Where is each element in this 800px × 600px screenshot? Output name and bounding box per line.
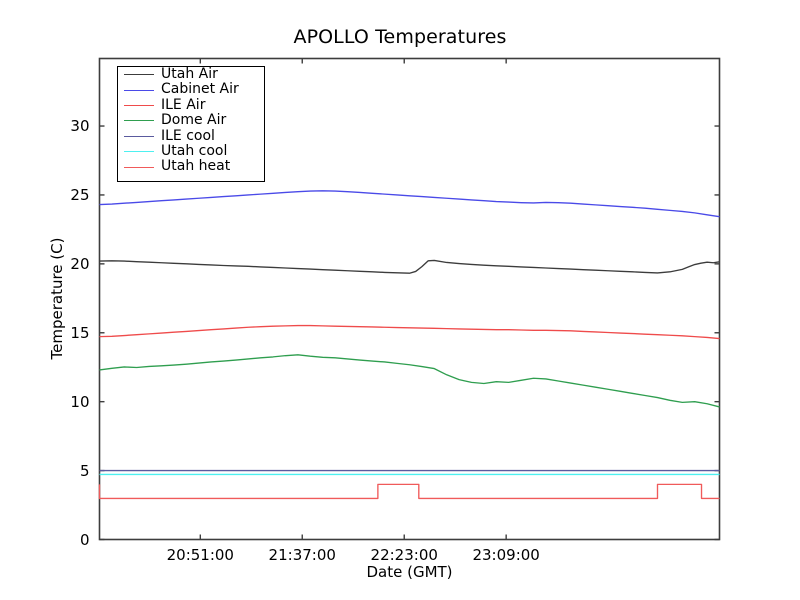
- legend-label: ILE Air: [161, 96, 206, 113]
- x-axis-label: Date (GMT): [366, 563, 453, 581]
- legend-color-swatch: [124, 89, 154, 91]
- legend-label: Utah cool: [161, 142, 228, 159]
- legend-label: Dome Air: [161, 112, 227, 129]
- legend-label: Cabinet Air: [161, 81, 239, 98]
- legend-color-swatch: [124, 74, 154, 76]
- chart-legend: Utah Air Cabinet Air ILE Air Dome Air ILE co…: [117, 66, 265, 182]
- series-line-utah-heat: [98, 483, 720, 500]
- y-tick-label: 30: [70, 117, 90, 136]
- data-series-group: [98, 190, 720, 500]
- legend-item-dome-air[interactable]: Dome Air: [118, 112, 264, 129]
- y-tick-label: 25: [70, 185, 90, 204]
- axis-ticks: [99, 58, 720, 541]
- legend-item-utah-cool[interactable]: Utah cool: [118, 142, 264, 159]
- x-tick-label: 20:51:00: [166, 545, 234, 564]
- legend-color-swatch: [124, 120, 154, 122]
- legend-label: Utah heat: [161, 158, 231, 175]
- legend-item-ile-cool[interactable]: ILE cool: [118, 127, 264, 144]
- x-tick-label: 21:37:00: [268, 545, 336, 564]
- y-tick-label: 15: [70, 323, 90, 342]
- y-tick-label: 20: [70, 254, 90, 273]
- series-line-ile-air: [99, 324, 720, 340]
- x-tick-label: 22:23:00: [370, 545, 438, 564]
- series-line-utah-air: [99, 259, 720, 274]
- y-tick-label: 10: [70, 392, 90, 411]
- legend-label: Utah Air: [161, 66, 218, 82]
- axes-frame: [98, 57, 721, 541]
- legend-label: ILE cool: [161, 127, 215, 144]
- legend-color-swatch: [124, 135, 154, 137]
- y-tick-label: 0: [79, 530, 90, 549]
- chart-title: APOLLO Temperatures: [293, 26, 507, 48]
- legend-item-ile-air[interactable]: ILE Air: [118, 96, 264, 113]
- legend-color-swatch: [124, 151, 154, 153]
- legend-item-cabinet-air[interactable]: Cabinet Air: [118, 81, 264, 98]
- series-line-dome-air: [99, 354, 720, 408]
- y-tick-label: 5: [79, 461, 90, 480]
- legend-item-utah-air[interactable]: Utah Air: [118, 66, 264, 82]
- series-line-cabinet-air: [99, 190, 720, 218]
- legend-color-swatch: [124, 104, 154, 106]
- legend-color-swatch: [124, 166, 154, 168]
- x-tick-label: 23:09:00: [472, 545, 540, 564]
- legend-item-utah-heat[interactable]: Utah heat: [118, 158, 264, 175]
